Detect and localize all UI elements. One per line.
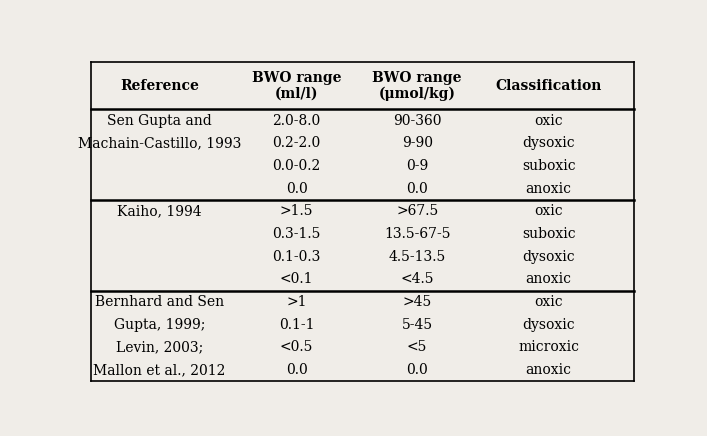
Text: 0-9: 0-9 xyxy=(406,159,428,173)
Text: microxic: microxic xyxy=(518,341,579,354)
Text: >67.5: >67.5 xyxy=(396,204,438,218)
Text: Classification: Classification xyxy=(496,79,602,93)
Text: 0.1-0.3: 0.1-0.3 xyxy=(272,250,321,264)
Text: suboxic: suboxic xyxy=(522,159,575,173)
Text: >1: >1 xyxy=(286,295,307,309)
Text: 90-360: 90-360 xyxy=(393,114,441,128)
Text: BWO range
(ml/l): BWO range (ml/l) xyxy=(252,71,341,101)
Text: 0.0: 0.0 xyxy=(407,363,428,377)
Text: 0.1-1: 0.1-1 xyxy=(279,318,315,332)
Text: 4.5-13.5: 4.5-13.5 xyxy=(389,250,445,264)
Text: 13.5-67-5: 13.5-67-5 xyxy=(384,227,450,241)
Text: oxic: oxic xyxy=(534,295,563,309)
Text: <0.1: <0.1 xyxy=(280,272,313,286)
Text: 0.3-1.5: 0.3-1.5 xyxy=(272,227,321,241)
Text: Mallon et al., 2012: Mallon et al., 2012 xyxy=(93,363,226,377)
Text: 0.0-0.2: 0.0-0.2 xyxy=(272,159,321,173)
Text: Machain-Castillo, 1993: Machain-Castillo, 1993 xyxy=(78,136,241,150)
Text: dysoxic: dysoxic xyxy=(522,318,575,332)
Text: 5-45: 5-45 xyxy=(402,318,433,332)
Text: 0.2-2.0: 0.2-2.0 xyxy=(272,136,321,150)
Text: 0.0: 0.0 xyxy=(286,182,308,196)
Text: 0.0: 0.0 xyxy=(286,363,308,377)
Text: Kaiho, 1994: Kaiho, 1994 xyxy=(117,204,202,218)
Text: >1.5: >1.5 xyxy=(280,204,313,218)
Text: suboxic: suboxic xyxy=(522,227,575,241)
Text: dysoxic: dysoxic xyxy=(522,250,575,264)
Text: anoxic: anoxic xyxy=(525,363,572,377)
Text: Reference: Reference xyxy=(120,79,199,93)
Text: Levin, 2003;: Levin, 2003; xyxy=(116,341,203,354)
Text: <5: <5 xyxy=(407,341,427,354)
Text: anoxic: anoxic xyxy=(525,272,572,286)
Text: 2.0-8.0: 2.0-8.0 xyxy=(272,114,321,128)
Text: oxic: oxic xyxy=(534,204,563,218)
Text: 0.0: 0.0 xyxy=(407,182,428,196)
Text: Gupta, 1999;: Gupta, 1999; xyxy=(114,318,205,332)
Text: BWO range
(μmol/kg): BWO range (μmol/kg) xyxy=(373,71,462,101)
Text: 9-90: 9-90 xyxy=(402,136,433,150)
Text: <0.5: <0.5 xyxy=(280,341,313,354)
Text: Bernhard and Sen: Bernhard and Sen xyxy=(95,295,224,309)
Text: anoxic: anoxic xyxy=(525,182,572,196)
Text: >45: >45 xyxy=(402,295,432,309)
Text: dysoxic: dysoxic xyxy=(522,136,575,150)
Text: oxic: oxic xyxy=(534,114,563,128)
Text: Sen Gupta and: Sen Gupta and xyxy=(107,114,212,128)
Text: <4.5: <4.5 xyxy=(400,272,434,286)
